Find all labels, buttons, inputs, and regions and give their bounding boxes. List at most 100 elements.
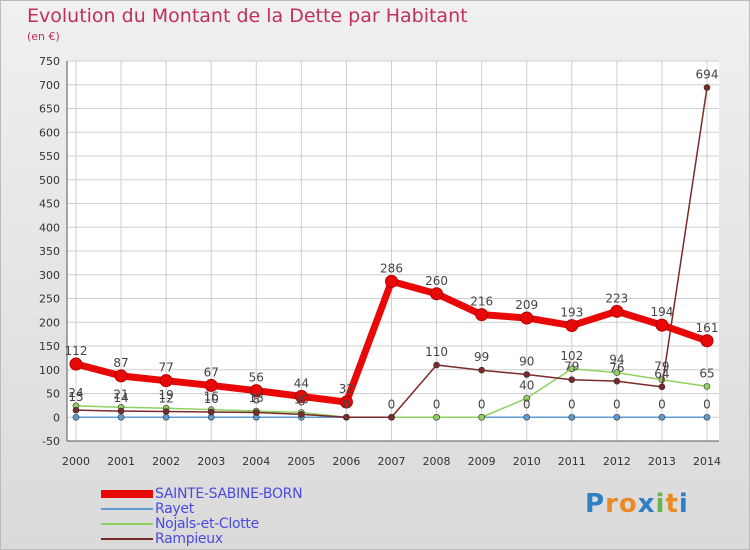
y-tick-label: 250 [39, 293, 60, 306]
data-label: 223 [605, 291, 628, 305]
data-point [610, 304, 624, 318]
data-label: 94 [609, 353, 624, 367]
data-label: 79 [654, 360, 669, 374]
data-point [298, 411, 305, 418]
data-point [162, 408, 170, 415]
data-label: 102 [560, 349, 583, 363]
data-point [703, 413, 711, 421]
legend-swatch-rampieux [101, 537, 153, 540]
data-point [568, 376, 576, 384]
x-tick-label: 2009 [468, 455, 496, 468]
data-point [430, 287, 444, 301]
brand-letter: P [585, 489, 606, 519]
legend-label: Rampieux [155, 530, 223, 547]
data-label: 90 [519, 355, 534, 369]
y-tick-label: 350 [39, 245, 60, 258]
data-label: 16 [204, 390, 219, 404]
data-point [478, 413, 485, 421]
brand-letter: i [655, 489, 666, 519]
y-tick-label: 600 [39, 126, 60, 139]
data-point [159, 374, 173, 388]
data-label: 21 [113, 387, 128, 401]
y-tick-label: 650 [39, 103, 60, 116]
x-tick-label: 2003 [197, 455, 225, 468]
data-label: 0 [658, 397, 666, 411]
x-tick-label: 2000 [62, 455, 90, 468]
data-label: 6 [298, 394, 306, 408]
x-tick-label: 2012 [603, 455, 631, 468]
data-point [207, 408, 215, 416]
x-tick-label: 2011 [558, 455, 586, 468]
data-label: 0 [703, 397, 711, 411]
data-point [433, 413, 440, 421]
data-point [613, 369, 621, 376]
data-label: 87 [113, 356, 128, 370]
y-tick-label: -50 [42, 435, 60, 448]
y-tick-label: 750 [39, 55, 60, 68]
data-label: 76 [609, 361, 624, 375]
y-tick-label: 0 [53, 411, 60, 424]
data-label: 65 [699, 366, 714, 380]
y-tick-label: 450 [39, 198, 60, 211]
x-tick-label: 2013 [648, 455, 676, 468]
brand-letter: o [618, 489, 638, 519]
data-point [658, 383, 666, 391]
data-point [117, 407, 125, 415]
legend-item: Nojals-et-Clotte [101, 516, 302, 532]
y-tick-label: 150 [39, 340, 60, 353]
data-point [72, 406, 80, 414]
brand-logo: Proxiti [585, 489, 689, 519]
y-tick-label: 200 [39, 316, 60, 329]
data-label: 12 [159, 392, 174, 406]
data-point [72, 413, 80, 421]
data-point [388, 413, 395, 421]
x-tick-label: 2005 [287, 455, 315, 468]
data-label: 0 [568, 397, 576, 411]
y-tick-label: 300 [39, 269, 60, 282]
data-label: 0 [613, 397, 621, 411]
data-label: 10 [294, 393, 309, 407]
data-label: 10 [204, 392, 219, 406]
legend-swatch-sainte-sabine-born [101, 489, 153, 498]
y-tick-label: 400 [39, 221, 60, 234]
y-tick-label: 50 [46, 388, 60, 401]
y-tick-label: 550 [39, 150, 60, 163]
x-tick-label: 2001 [107, 455, 135, 468]
x-tick-label: 2010 [513, 455, 541, 468]
legend-swatch-nojals [101, 522, 153, 525]
data-label: 209 [515, 298, 538, 312]
data-label: 40 [519, 378, 534, 392]
data-point [700, 334, 714, 348]
data-label: 77 [159, 361, 174, 375]
data-point [613, 377, 621, 385]
data-point [523, 413, 531, 421]
data-label: 260 [425, 274, 448, 288]
data-point [117, 413, 125, 421]
data-point [249, 384, 263, 398]
data-label: 8 [252, 393, 260, 407]
y-tick-label: 700 [39, 79, 60, 92]
brand-letter: t [665, 489, 679, 519]
data-point [339, 395, 353, 409]
data-label: 32 [339, 382, 354, 396]
brand-letter: r [605, 489, 619, 519]
data-point [568, 413, 576, 421]
data-point [565, 319, 579, 333]
legend-swatch-rayet [101, 507, 153, 510]
data-label: 56 [249, 371, 264, 385]
data-label: 110 [425, 345, 448, 359]
data-label: 0 [433, 397, 441, 411]
data-label: 79 [564, 360, 579, 374]
data-point [433, 361, 440, 369]
data-point [475, 308, 489, 322]
data-point [703, 383, 711, 390]
data-point [523, 371, 531, 378]
x-tick-label: 2002 [152, 455, 180, 468]
data-label: 216 [470, 295, 493, 309]
data-label: 0 [343, 397, 351, 411]
data-point [613, 413, 621, 421]
data-point [658, 413, 666, 421]
data-label: 19 [159, 388, 174, 402]
legend-label: SAINTE-SABINE-BORN [155, 485, 303, 502]
